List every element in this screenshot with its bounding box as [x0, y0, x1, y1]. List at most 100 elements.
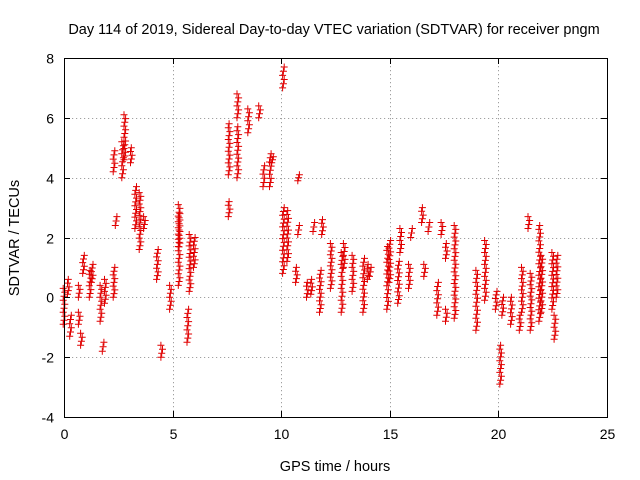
data-point — [481, 260, 489, 268]
data-point — [349, 271, 357, 279]
data-point — [191, 256, 199, 264]
data-point — [112, 217, 120, 225]
data-point — [360, 258, 368, 266]
data-point — [420, 272, 428, 280]
data-point — [175, 226, 183, 234]
data-point — [553, 255, 561, 263]
data-point — [419, 211, 427, 219]
data-point — [481, 268, 489, 276]
data-point — [183, 314, 191, 321]
data-point — [233, 114, 241, 122]
data-point — [131, 225, 139, 232]
x-tick-label: 10 — [274, 426, 290, 442]
data-point — [135, 211, 143, 219]
data-point — [472, 278, 480, 286]
data-point — [384, 301, 392, 309]
data-point — [395, 269, 403, 277]
data-point — [482, 252, 490, 260]
data-point — [136, 208, 144, 216]
data-point — [337, 296, 345, 304]
data-point — [154, 257, 162, 265]
data-point — [549, 302, 557, 309]
data-point — [518, 275, 525, 283]
data-point — [186, 238, 194, 246]
data-point — [497, 365, 505, 372]
data-point — [426, 219, 434, 226]
data-point — [515, 315, 523, 323]
data-point — [452, 283, 460, 291]
data-point — [434, 307, 442, 315]
data-point — [473, 286, 481, 294]
data-point — [519, 278, 527, 286]
data-point — [111, 159, 119, 167]
data-point — [120, 122, 128, 130]
data-point — [311, 219, 319, 226]
data-point — [524, 225, 532, 232]
data-point — [184, 309, 192, 317]
data-point — [259, 170, 267, 178]
data-point — [527, 288, 535, 296]
data-point — [120, 145, 128, 152]
data-point — [303, 290, 311, 298]
data-point — [87, 278, 95, 286]
data-point — [279, 71, 287, 79]
data-point — [185, 276, 193, 284]
data-point — [294, 177, 302, 185]
data-point — [421, 264, 429, 272]
data-point — [452, 225, 460, 233]
data-point — [174, 218, 182, 226]
data-point — [280, 227, 288, 235]
data-point — [507, 297, 515, 305]
data-point — [175, 238, 183, 246]
data-point — [109, 271, 117, 279]
data-point — [319, 223, 327, 231]
data-point — [451, 229, 459, 237]
data-point — [439, 223, 447, 230]
data-point — [225, 120, 233, 128]
data-point — [384, 286, 392, 294]
data-point — [295, 171, 303, 179]
data-point — [184, 334, 192, 342]
data-point — [539, 278, 547, 286]
data-point — [328, 254, 336, 262]
data-point — [450, 222, 458, 229]
y-tick-label: 6 — [46, 111, 54, 127]
data-point — [120, 156, 128, 164]
data-point — [472, 326, 480, 334]
data-point — [190, 252, 197, 260]
data-point — [159, 345, 166, 353]
data-point — [140, 225, 148, 232]
data-point — [549, 290, 557, 298]
data-point — [395, 257, 403, 265]
data-point — [80, 251, 88, 259]
data-point — [235, 131, 243, 139]
data-point — [59, 284, 67, 292]
y-tick-label: 4 — [46, 171, 54, 187]
data-point — [154, 246, 162, 253]
data-point — [87, 268, 95, 276]
data-point — [491, 295, 499, 302]
data-point — [102, 291, 110, 299]
data-point — [175, 266, 183, 274]
data-point — [75, 289, 83, 297]
data-point — [185, 287, 193, 295]
data-point — [77, 329, 85, 337]
data-point — [111, 147, 119, 155]
data-point — [235, 94, 243, 102]
data-point — [261, 162, 269, 170]
data-point — [538, 259, 546, 267]
data-point — [385, 244, 393, 252]
data-point — [527, 300, 535, 308]
data-point — [89, 260, 97, 268]
data-point — [319, 227, 326, 235]
data-point — [481, 296, 489, 304]
data-point — [493, 287, 501, 295]
data-point — [153, 275, 161, 283]
data-point — [66, 332, 74, 340]
data-point — [482, 276, 490, 284]
data-point — [317, 278, 325, 286]
data-point — [450, 233, 458, 241]
data-point — [518, 305, 526, 313]
data-point — [109, 168, 117, 176]
data-point — [348, 263, 356, 271]
